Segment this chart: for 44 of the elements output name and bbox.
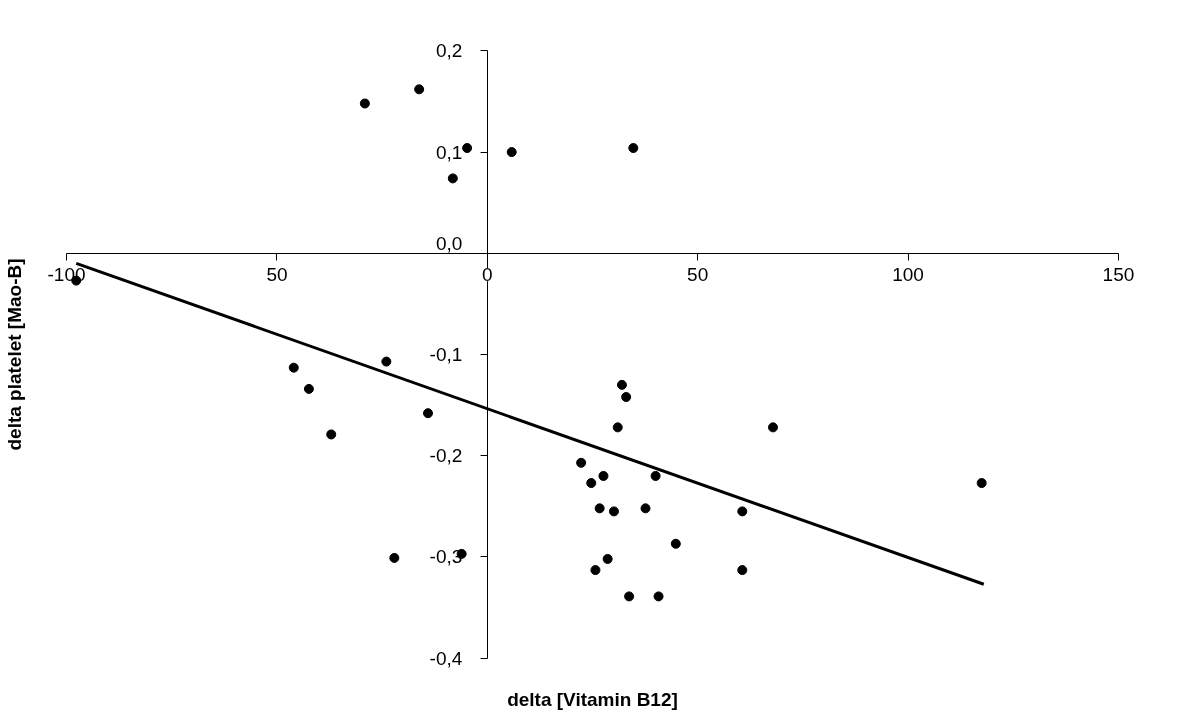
- point: [768, 422, 778, 433]
- y-tick-label: -0,4: [429, 647, 463, 669]
- point: [976, 478, 987, 489]
- point: [288, 362, 299, 373]
- point: [621, 392, 632, 402]
- y-axis-title: delta platelet [Mao-B]: [3, 258, 25, 451]
- x-tick-label: 50: [687, 264, 709, 286]
- y-tick-label: 0,0: [435, 233, 463, 255]
- y-tick-label: 0,2: [435, 40, 463, 62]
- point: [576, 457, 587, 468]
- point: [359, 98, 370, 109]
- point: [598, 470, 609, 481]
- x-tick-label: 0: [482, 264, 493, 286]
- point: [422, 408, 433, 419]
- point: [608, 506, 619, 517]
- point: [303, 383, 314, 394]
- point: [586, 478, 597, 489]
- point: [640, 503, 651, 514]
- point: [670, 538, 681, 549]
- point: [737, 506, 748, 517]
- point: [624, 591, 635, 602]
- x-tick-label: 50: [266, 264, 288, 286]
- point: [594, 503, 605, 514]
- point: [326, 429, 337, 440]
- x-axis-title: delta [Vitamin B12]: [507, 688, 678, 710]
- point: [650, 470, 661, 481]
- point: [590, 565, 601, 576]
- y-tick-label: -0,1: [429, 344, 463, 365]
- point: [602, 553, 613, 564]
- point: [389, 552, 400, 563]
- x-tick-label: 150: [1102, 264, 1135, 286]
- point: [506, 147, 517, 158]
- y-tick-label: 0,1: [435, 141, 463, 163]
- point: [381, 356, 392, 367]
- point: [616, 379, 627, 390]
- y-tick-label: -0,2: [429, 445, 463, 467]
- x-tick-label: 100: [892, 264, 924, 286]
- point: [653, 591, 664, 602]
- point: [414, 84, 425, 95]
- point: [612, 422, 623, 433]
- point: [462, 143, 473, 154]
- point: [628, 143, 639, 154]
- point: [447, 173, 458, 184]
- point: [737, 565, 748, 576]
